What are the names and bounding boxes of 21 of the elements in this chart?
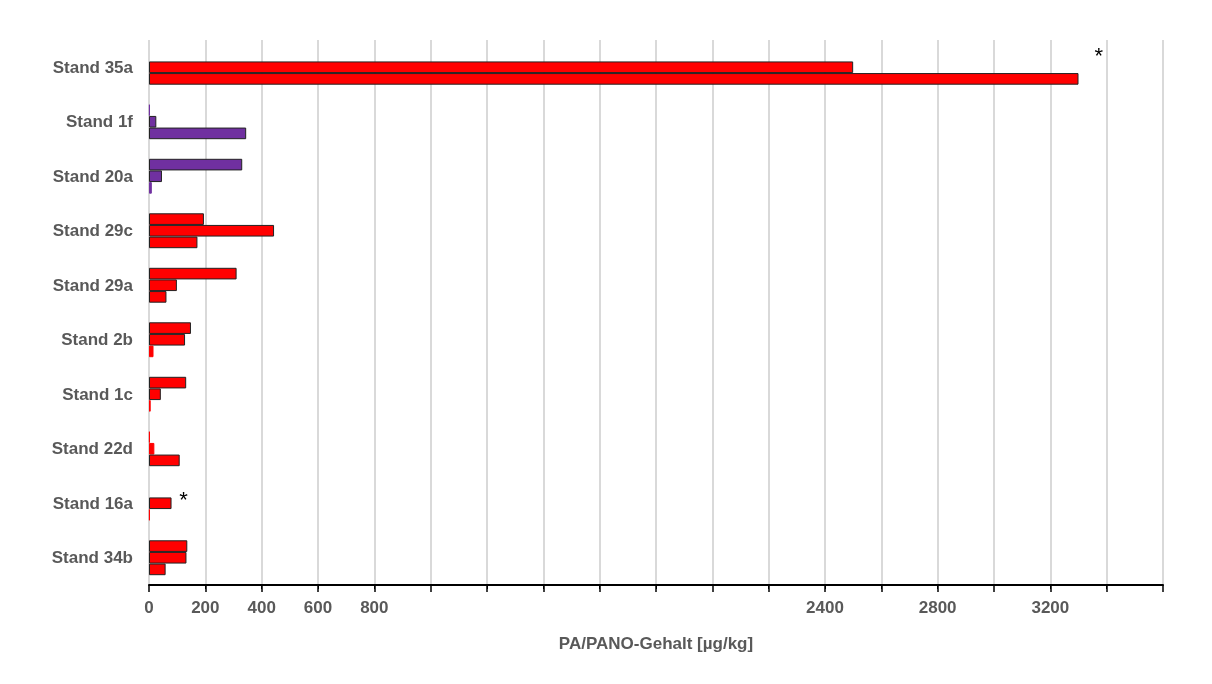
y-tick-label: Stand 1c [62, 384, 133, 404]
x-tick-label: 2800 [918, 598, 957, 617]
x-tick-label: 800 [360, 598, 389, 617]
y-tick-label: Stand 35a [52, 57, 134, 77]
y-tick-label: Stand 20a [52, 166, 134, 186]
x-tick-label: 600 [303, 598, 333, 617]
y-tick-label: Stand 34b [51, 548, 133, 568]
x-tick-label: 200 [191, 598, 220, 617]
y-tick-label: Stand 1f [65, 112, 134, 132]
y-tick-label: Stand 29a [52, 275, 134, 295]
x-axis-title: PA/PANO-Gehalt [µg/kg] [558, 634, 754, 653]
x-tick-label: 0 [144, 598, 154, 617]
x-tick-label: 400 [247, 598, 276, 617]
x-tick-label: 3200 [1031, 598, 1070, 617]
y-tick-label: Stand 2b [61, 330, 133, 350]
y-tick-label: Stand 22d [51, 439, 133, 459]
x-tick-label: 2400 [806, 598, 844, 617]
y-tick-label: Stand 16a [52, 493, 134, 513]
annotation: * [179, 486, 189, 512]
annotation: * [1094, 42, 1104, 68]
y-tick-label: Stand 29c [52, 221, 133, 241]
